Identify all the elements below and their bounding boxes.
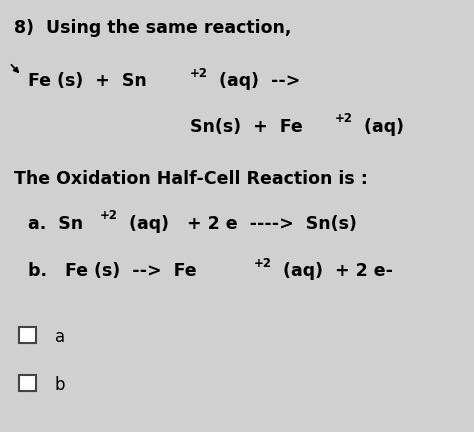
Text: +2: +2 (335, 112, 353, 125)
Text: 8)  Using the same reaction,: 8) Using the same reaction, (14, 19, 292, 38)
Text: +2: +2 (190, 67, 208, 80)
Text: Sn(s)  +  Fe: Sn(s) + Fe (190, 118, 302, 136)
Bar (19, 375, 36, 391)
Text: (aq)  -->: (aq) --> (213, 73, 300, 90)
Text: Fe (s)  +  Sn: Fe (s) + Sn (28, 73, 153, 90)
Text: (aq)   + 2 e  ---->  Sn(s): (aq) + 2 e ----> Sn(s) (123, 215, 356, 233)
Text: (aq)  + 2 e-: (aq) + 2 e- (277, 263, 393, 280)
Text: (aq): (aq) (358, 118, 404, 136)
Text: b.   Fe (s)  -->  Fe: b. Fe (s) --> Fe (28, 263, 203, 280)
Text: The Oxidation Half-Cell Reaction is :: The Oxidation Half-Cell Reaction is : (14, 170, 368, 187)
Text: +2: +2 (100, 210, 118, 222)
Text: a: a (55, 328, 64, 346)
Text: b: b (55, 376, 65, 394)
Text: a.  Sn: a. Sn (28, 215, 83, 233)
Text: +2: +2 (254, 257, 272, 270)
Bar (19, 327, 36, 343)
